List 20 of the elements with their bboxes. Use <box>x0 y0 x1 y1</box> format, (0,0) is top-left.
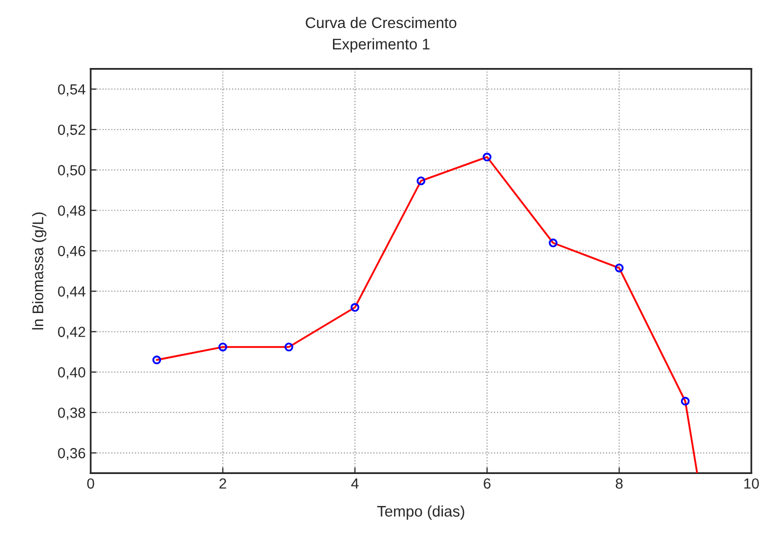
x-tick-label: 6 <box>484 478 490 489</box>
y-tick-label: 0,52 <box>58 124 86 137</box>
x-tick-label: 10 <box>744 478 759 489</box>
x-tick-label: 0 <box>87 478 94 489</box>
chart-title: Curva de Crescimento <box>306 16 456 28</box>
x-tick-label: 8 <box>616 478 623 489</box>
y-tick-label: 0,36 <box>58 448 86 460</box>
x-tick-label: 4 <box>351 478 359 489</box>
x-axis-title: Tempo (dias) <box>377 505 464 520</box>
chart-subtitle: Experimento 1 <box>333 38 430 53</box>
y-tick-label: 0,44 <box>58 286 86 298</box>
y-tick-label: 0,38 <box>58 408 86 420</box>
y-tick-label: 0,50 <box>58 165 86 178</box>
y-tick-label: 0,54 <box>58 84 86 96</box>
x-tick-label: 2 <box>219 478 226 489</box>
y-axis-title: ln Biomassa (g/L) <box>32 212 46 330</box>
y-tick-label: 0,46 <box>58 246 86 258</box>
y-tick-label: 0,48 <box>58 205 86 218</box>
y-tick-label: 0,40 <box>58 367 86 380</box>
y-tick-label: 0,42 <box>58 326 86 339</box>
